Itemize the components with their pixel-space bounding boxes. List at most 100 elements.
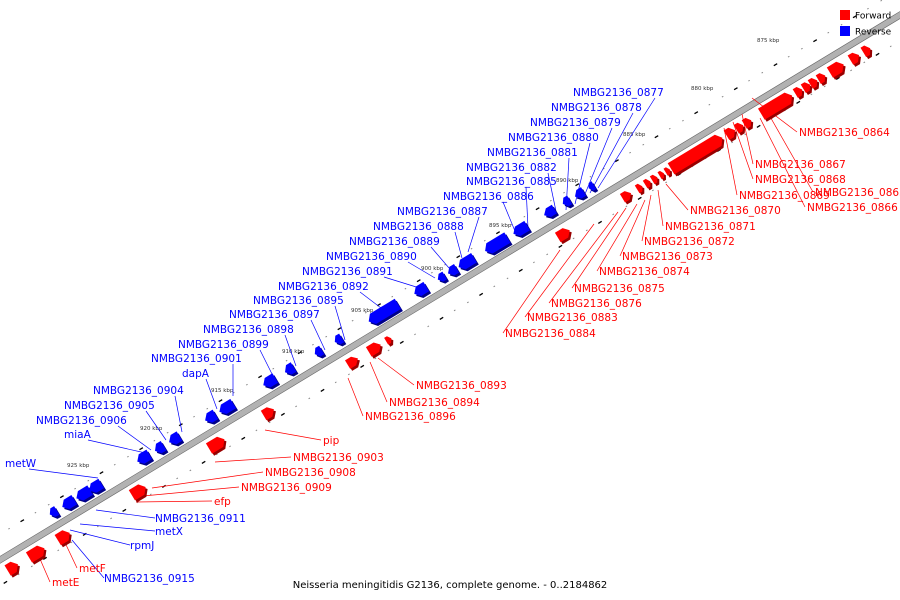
forward-gene-arrow	[826, 61, 844, 78]
tick-mark	[665, 181, 668, 184]
reverse-gene-label: NMBG2136_0892	[278, 281, 369, 293]
forward-gene-label: NMBG2136_0875	[574, 283, 665, 295]
reverse-gene-arrow	[368, 298, 401, 324]
leader-line	[407, 261, 436, 279]
tick-mark	[308, 397, 311, 400]
forward-gene-arrow	[860, 45, 871, 58]
forward-gene-arrow	[847, 52, 859, 65]
leader-line	[582, 127, 613, 200]
forward-gene-arrow	[128, 484, 146, 501]
forward-gene-arrow	[649, 174, 658, 185]
leader-line	[135, 500, 213, 503]
leader-line	[571, 207, 627, 289]
tick-mark	[637, 196, 642, 200]
forward-gene-arrow	[807, 78, 818, 89]
reverse-gene-label: NMBG2136_0891	[302, 266, 393, 278]
reverse-gene-label: NMBG2136_0897	[229, 309, 320, 321]
forward-gene-label: NMBG2136_0909	[241, 482, 332, 494]
reverse-gene-label: NMBG2136_0911	[155, 513, 246, 525]
tick-mark	[773, 63, 778, 67]
tick-mark	[193, 415, 195, 418]
leader-line	[641, 194, 652, 242]
tick-mark	[479, 292, 484, 296]
tick-label: 875 kbp	[757, 38, 780, 44]
tick-mark	[563, 191, 565, 194]
leader-line	[117, 425, 152, 451]
forward-gene-arrow	[260, 407, 274, 421]
leader-line	[759, 117, 806, 208]
tick-mark	[625, 205, 628, 208]
reverse-gene-arrow	[314, 345, 325, 357]
tick-mark	[8, 527, 10, 530]
tick-mark	[3, 580, 8, 584]
tick-mark	[122, 508, 127, 512]
tick-mark	[875, 52, 880, 56]
tick-mark	[272, 367, 275, 370]
forward-gene-label: efp	[214, 496, 231, 508]
reverse-gene-label: miaA	[64, 429, 92, 441]
forward-gene-arrow	[554, 228, 570, 243]
leader-line	[665, 183, 689, 211]
reverse-gene-label: NMBG2136_0881	[487, 147, 578, 159]
tick-mark	[215, 453, 218, 456]
tick-mark	[575, 183, 580, 187]
forward-gene-label: metE	[52, 577, 79, 589]
forward-gene-label: NMBG2136_0903	[293, 452, 384, 464]
tick-mark	[756, 124, 761, 128]
forward-gene-arrow	[642, 178, 651, 189]
forward-gene-label: NMBG2136_0868	[755, 174, 846, 186]
tick-mark	[127, 455, 129, 458]
forward-gene-label: NMBG2136_0883	[527, 312, 618, 324]
tick-mark	[351, 319, 354, 322]
tick-mark	[285, 359, 288, 362]
tick-mark	[813, 39, 818, 43]
forward-gene-arrow	[54, 530, 70, 546]
tick-mark	[456, 255, 461, 259]
reverse-gene-label: NMBG2136_0888	[373, 221, 464, 233]
reverse-gene-label: NMBG2136_0887	[397, 206, 488, 218]
reverse-gene-label: NMBG2136_0906	[36, 415, 127, 427]
leader-line	[597, 97, 656, 189]
reverse-gene-arrow	[437, 271, 447, 282]
tick-mark	[430, 271, 433, 274]
leader-line	[619, 199, 646, 257]
tick-mark	[597, 220, 603, 224]
forward-gene-label: NMBG2136_0896	[365, 411, 456, 423]
tick-mark	[510, 223, 513, 226]
leader-line	[145, 410, 167, 441]
forward-gene-label: NMBG2136_0894	[389, 397, 480, 409]
tick-mark	[268, 421, 271, 424]
tick-mark	[295, 405, 298, 408]
leader-line	[359, 291, 382, 309]
tick-mark	[149, 493, 152, 496]
leader-line	[174, 395, 183, 433]
tick-mark	[558, 244, 563, 248]
tick-mark	[87, 479, 90, 482]
tick-mark	[99, 471, 104, 475]
reverse-gene-arrow	[513, 220, 530, 236]
tick-mark	[255, 429, 258, 432]
leader-line	[334, 305, 346, 341]
tick-mark	[810, 93, 813, 96]
reverse-gene-arrow	[485, 232, 511, 254]
leader-line	[87, 439, 151, 455]
leader-line	[547, 172, 558, 217]
tick-mark	[374, 357, 377, 360]
tick-mark	[245, 383, 248, 386]
legend-forward-label: Forward	[855, 12, 891, 22]
reverse-gene-arrow	[205, 409, 219, 423]
tick-mark	[416, 279, 421, 283]
tick-mark	[694, 111, 699, 115]
tick-mark	[470, 247, 473, 250]
forward-gene-arrow	[25, 545, 45, 563]
tick-mark	[189, 469, 192, 472]
reverse-gene-label: NMBG2136_0901	[151, 353, 242, 365]
tick-mark	[34, 511, 37, 514]
leader-line	[524, 223, 595, 318]
tick-mark	[708, 103, 711, 106]
tick-mark	[42, 556, 48, 560]
tick-mark	[320, 388, 325, 392]
tick-mark	[642, 143, 645, 146]
tick-mark	[59, 495, 64, 499]
tick-mark	[731, 141, 734, 144]
